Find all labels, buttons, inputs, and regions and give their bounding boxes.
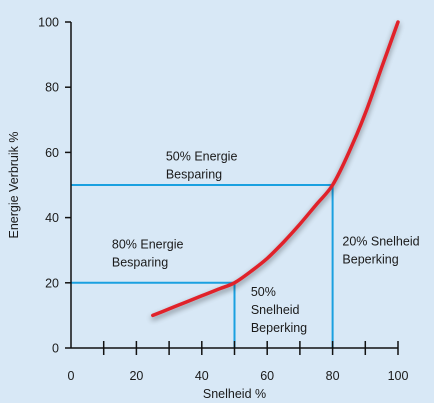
annotation-energy-50: 50% Energie Besparing bbox=[166, 150, 238, 182]
guide-lines bbox=[71, 184, 334, 348]
y-tick-label-0: 0 bbox=[52, 342, 59, 356]
annotation-speed-50-line-1: Snelheid bbox=[251, 303, 300, 317]
energy-curve bbox=[151, 20, 400, 318]
annotation-speed-20: 20% Snelheid Beperking bbox=[342, 234, 419, 266]
x-tick-label-80: 80 bbox=[326, 369, 340, 383]
annotation-energy-50-line-1: Besparing bbox=[166, 168, 222, 182]
y-axis-label: Energie Verbruik % bbox=[7, 131, 21, 238]
series-line-0 bbox=[151, 20, 400, 318]
axes bbox=[65, 21, 399, 355]
annotation-energy-80: 80% Energie Besparing bbox=[112, 238, 184, 270]
annotation-energy-50-line-0: 50% Energie bbox=[166, 150, 238, 164]
x-tick-label-40: 40 bbox=[195, 369, 209, 383]
x-tick-label-100: 100 bbox=[388, 369, 409, 383]
x-tick-label-20: 20 bbox=[129, 369, 143, 383]
annotation-energy-80-line-0: 80% Energie bbox=[112, 238, 184, 252]
y-tick-label-20: 20 bbox=[45, 276, 59, 290]
labels: 0 20 40 60 80 100 0 20 40 60 80 100 50% Energie Bespa… bbox=[7, 16, 420, 402]
y-tick-label-40: 40 bbox=[45, 211, 59, 225]
y-tick-label-60: 60 bbox=[45, 146, 59, 160]
annotation-speed-20-line-1: Beperking bbox=[342, 252, 398, 266]
x-axis-label: Snelheid % bbox=[203, 387, 266, 401]
annotation-energy-80-line-1: Besparing bbox=[112, 256, 168, 270]
x-tick-label-60: 60 bbox=[260, 369, 274, 383]
y-tick-label-80: 80 bbox=[45, 81, 59, 95]
annotation-speed-20-line-0: 20% Snelheid bbox=[342, 234, 419, 248]
x-tick-label-0: 0 bbox=[68, 369, 75, 383]
annotation-speed-50-line-0: 50% bbox=[251, 285, 276, 299]
annotation-speed-50: 50% Snelheid Beperking bbox=[251, 285, 307, 335]
y-tick-label-100: 100 bbox=[38, 16, 59, 30]
annotation-speed-50-line-2: Beperking bbox=[251, 321, 307, 335]
